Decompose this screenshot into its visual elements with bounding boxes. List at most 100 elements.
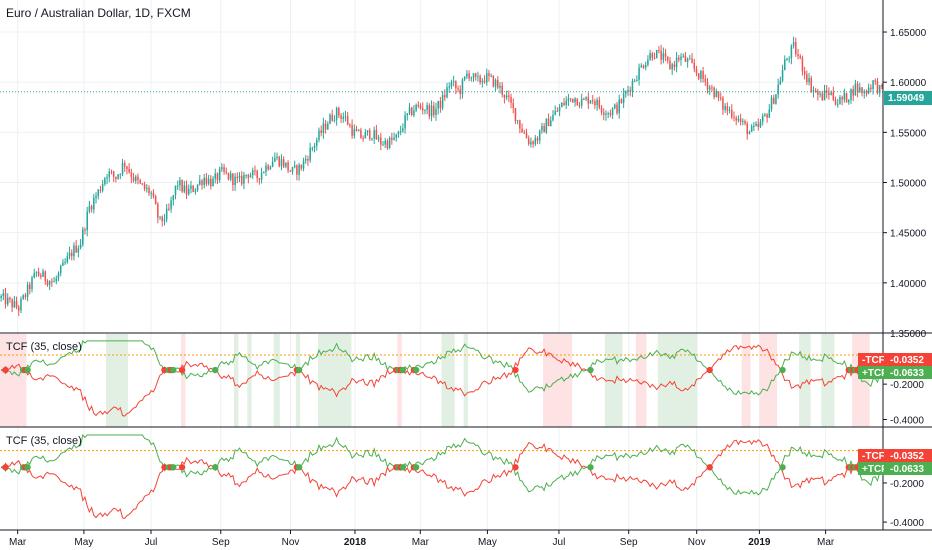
candle-body-131 [289, 170, 292, 172]
candle-body-332 [733, 117, 735, 119]
candle-body-337 [744, 120, 746, 124]
candle-body-39 [86, 211, 88, 231]
candle-body-270 [596, 99, 598, 106]
tcf-pane-2-series [0, 433, 883, 519]
tcf1-band-1 [105, 334, 129, 427]
price-axis[interactable]: 1.35000 1.40000 1.45000 1.50000 1.55000 1.600… [883, 28, 927, 529]
candle-body-171 [377, 137, 380, 140]
candle-body-172 [380, 137, 382, 145]
price-axis-label-5: 1.60000 [890, 78, 927, 89]
tcf-cross-dot-2-19 [587, 464, 594, 471]
candle-body-220 [485, 73, 488, 83]
candle-body-284 [627, 90, 629, 92]
candle-body-234 [516, 120, 519, 122]
candle-body-396 [874, 80, 877, 82]
candle-body-189 [417, 104, 420, 106]
tcf-cross-dot-2-3 [24, 464, 31, 471]
candle-body-271 [598, 99, 601, 108]
candle-body-78 [172, 195, 175, 201]
candle-body-390 [861, 87, 863, 94]
candle-body-81 [179, 180, 181, 186]
candle-body-33 [73, 245, 75, 257]
candle-body-80 [176, 185, 179, 187]
candle-body-59 [130, 172, 133, 178]
candle-body-288 [636, 80, 638, 82]
candle-body-324 [715, 91, 718, 98]
candle-body-170 [375, 130, 378, 140]
candle-body-60 [132, 177, 135, 181]
candle-body-361 [797, 54, 799, 57]
candle-body-63 [139, 180, 141, 184]
candle-body-122 [269, 166, 272, 170]
candle-body-91 [201, 180, 203, 185]
candle-body-192 [424, 109, 426, 111]
candle-body-29 [64, 262, 66, 264]
candle-body-70 [154, 196, 157, 205]
candle-body-71 [157, 204, 159, 218]
tcf2-minus-value-tag [884, 449, 932, 462]
candle-body-114 [251, 170, 254, 176]
candle-body-291 [642, 65, 645, 68]
candle-body-230 [508, 95, 510, 97]
candle-body-279 [616, 104, 618, 114]
candle-body-198 [437, 100, 439, 109]
candle-body-268 [591, 100, 594, 102]
candle-body-41 [90, 206, 93, 210]
candle-body-382 [843, 93, 846, 100]
candle-body-185 [408, 107, 411, 114]
candle-body-397 [876, 81, 879, 94]
time-axis-label-1: May [74, 537, 93, 548]
candle-body-321 [708, 87, 711, 90]
candle-body-49 [108, 171, 111, 178]
time-axis[interactable]: Mar May Jul Sep Nov 2018 Mar May Jul Sep Nov 2019 Ma… [9, 530, 835, 548]
candle-body-200 [441, 95, 444, 109]
candle-body-112 [247, 174, 250, 178]
candle-body-40 [88, 206, 91, 212]
candle-body-335 [739, 118, 742, 122]
candle-body-282 [622, 93, 625, 103]
candle-body-205 [452, 81, 455, 83]
candle-body-45 [99, 189, 102, 191]
candle-body-322 [711, 87, 713, 89]
tcf-cross-dot-1-17 [412, 366, 420, 374]
candle-body-88 [194, 190, 197, 192]
candle-body-23 [51, 281, 53, 283]
candle-body-164 [362, 138, 364, 140]
tcf2-plus-value-tag [884, 462, 932, 475]
candle-body-125 [276, 156, 278, 159]
candle-body-312 [689, 58, 691, 60]
candle-body-378 [834, 99, 837, 105]
candle-body-151 [333, 119, 336, 121]
candle-body-244 [538, 130, 541, 141]
candle-body-142 [313, 145, 316, 148]
candle-body-104 [229, 173, 232, 180]
last-price-tag: 1.59049 [884, 91, 932, 105]
tcf-cross-dot-2-11 [295, 464, 303, 471]
candle-body-169 [373, 130, 375, 139]
tcf-line-plus-2 [0, 433, 883, 496]
tcf1-band-16 [759, 334, 778, 427]
candle-body-274 [605, 113, 607, 115]
candle-body-97 [214, 173, 217, 179]
candle-body-245 [541, 126, 543, 131]
candle-body-155 [342, 116, 345, 119]
candle-body-20 [44, 271, 47, 281]
candle-body-297 [655, 50, 658, 59]
candle-body-338 [746, 123, 749, 135]
tcf-line-minus-2 [0, 439, 883, 519]
candle-body-126 [278, 156, 281, 167]
candle-body-375 [828, 92, 830, 95]
candle-body-374 [825, 90, 828, 93]
candle-body-294 [649, 53, 651, 60]
candle-body-260 [574, 98, 576, 103]
candle-body-54 [119, 174, 122, 176]
candle-body-13 [29, 284, 31, 290]
candle-body-99 [218, 169, 221, 181]
candle-body-167 [368, 130, 371, 139]
candle-body-166 [366, 130, 369, 133]
candle-body-345 [761, 116, 764, 122]
candle-body-191 [421, 108, 424, 111]
tcf1-band-17 [799, 334, 811, 427]
tcf-cross-dot-1-15 [399, 366, 407, 374]
